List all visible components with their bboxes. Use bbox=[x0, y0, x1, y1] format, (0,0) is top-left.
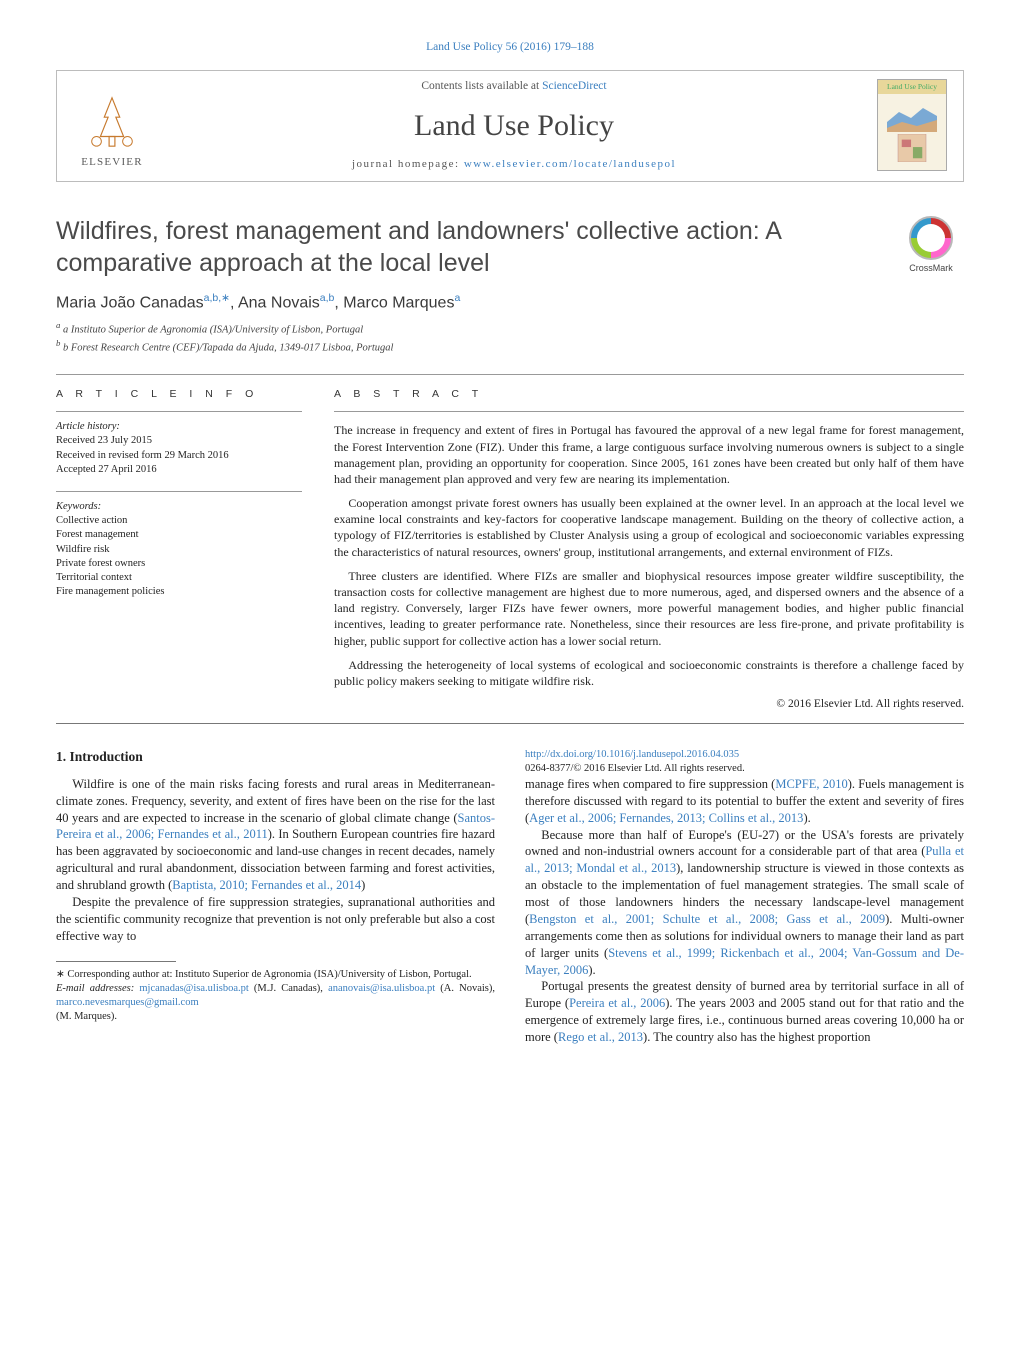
journal-ref-text: Land Use Policy 56 (2016) 179–188 bbox=[426, 41, 594, 53]
cite-9[interactable]: Rego et al., 2013 bbox=[558, 1030, 643, 1044]
section-number: 1. bbox=[56, 749, 66, 764]
email-2-who: (A. Novais), bbox=[440, 983, 495, 994]
elsevier-tree-icon bbox=[83, 93, 141, 151]
cite-4[interactable]: Ager et al., 2006; Fernandes, 2013; Coll… bbox=[529, 811, 803, 825]
info-rule-1 bbox=[56, 411, 302, 412]
section-title: Introduction bbox=[70, 749, 143, 764]
history-line-2: Received in revised form 29 March 2016 bbox=[56, 449, 302, 463]
authors-line: Maria João Canadasa,b,∗, Ana Novaisa,b, … bbox=[56, 291, 964, 314]
email-1[interactable]: mjcanadas@isa.ulisboa.pt bbox=[139, 983, 248, 994]
history-line-3: Accepted 27 April 2016 bbox=[56, 463, 302, 477]
article-info-col: A R T I C L E I N F O Article history: R… bbox=[56, 387, 302, 713]
keywords-block: Keywords: Collective action Forest manag… bbox=[56, 500, 302, 599]
abstract-heading: A B S T R A C T bbox=[334, 387, 964, 401]
keyword-5: Territorial context bbox=[56, 571, 302, 585]
sciencedirect-link[interactable]: ScienceDirect bbox=[542, 80, 607, 92]
elsevier-logo: ELSEVIER bbox=[73, 80, 151, 170]
page-root: Land Use Policy 56 (2016) 179–188 ELSEVI… bbox=[0, 0, 1020, 1076]
body-p4: Because more than half of Europe's (EU-2… bbox=[525, 827, 964, 979]
author-2-sup: a,b bbox=[320, 292, 335, 304]
footnotes: ∗ Corresponding author at: Instituto Sup… bbox=[56, 968, 495, 1025]
publisher-name: ELSEVIER bbox=[81, 155, 143, 170]
history-label: Article history: bbox=[56, 420, 302, 434]
journal-reference: Land Use Policy 56 (2016) 179–188 bbox=[56, 40, 964, 56]
author-1-sup: a,b,∗ bbox=[204, 292, 230, 304]
email-1-who: (M.J. Canadas), bbox=[254, 983, 323, 994]
homepage-prefix: journal homepage: bbox=[352, 158, 464, 170]
issn-line: 0264-8377/© 2016 Elsevier Ltd. All right… bbox=[525, 763, 745, 774]
doi-block: http://dx.doi.org/10.1016/j.landusepol.2… bbox=[525, 748, 964, 776]
affil-b-text: b Forest Research Centre (CEF)/Tapada da… bbox=[63, 343, 393, 354]
keyword-1: Collective action bbox=[56, 514, 302, 528]
email-last-who: (M. Marques). bbox=[56, 1010, 495, 1024]
keyword-2: Forest management bbox=[56, 528, 302, 542]
info-abstract-row: A R T I C L E I N F O Article history: R… bbox=[56, 387, 964, 713]
journal-cover-thumbnail: Land Use Policy bbox=[877, 79, 947, 171]
keywords-label: Keywords: bbox=[56, 500, 302, 514]
abstract-p1: The increase in frequency and extent of … bbox=[334, 422, 964, 487]
body-p3: manage fires when compared to fire suppr… bbox=[525, 776, 964, 827]
keyword-6: Fire management policies bbox=[56, 585, 302, 599]
cover-inset-icon bbox=[897, 134, 927, 162]
abstract-col: A B S T R A C T The increase in frequenc… bbox=[334, 387, 964, 713]
copyright-line: © 2016 Elsevier Ltd. All rights reserved… bbox=[334, 697, 964, 713]
contents-prefix: Contents lists available at bbox=[421, 80, 542, 92]
author-1: Maria João Canadas bbox=[56, 294, 204, 311]
homepage-link[interactable]: www.elsevier.com/locate/landusepol bbox=[464, 158, 676, 170]
footnote-rule bbox=[56, 961, 176, 962]
body-columns: 1. Introduction Wildfire is one of the m… bbox=[56, 748, 964, 1046]
email-addresses: E-mail addresses: mjcanadas@isa.ulisboa.… bbox=[56, 982, 495, 1010]
journal-header: ELSEVIER Contents lists available at Sci… bbox=[56, 70, 964, 183]
cite-3[interactable]: MCPFE, 2010 bbox=[775, 777, 847, 791]
cite-2[interactable]: Baptista, 2010; Fernandes et al., 2014 bbox=[172, 878, 361, 892]
cover-title: Land Use Policy bbox=[878, 80, 946, 94]
author-3-sup: a bbox=[454, 292, 460, 304]
homepage-line: journal homepage: www.elsevier.com/locat… bbox=[169, 157, 859, 172]
affiliations: a a Instituto Superior de Agronomia (ISA… bbox=[56, 320, 964, 356]
abstract-p4: Addressing the heterogeneity of local sy… bbox=[334, 657, 964, 689]
article-info-heading: A R T I C L E I N F O bbox=[56, 387, 302, 401]
rule-below-abstract bbox=[56, 723, 964, 724]
cite-6[interactable]: Bengston et al., 2001; Schulte et al., 2… bbox=[529, 912, 885, 926]
author-3: Marco Marques bbox=[343, 294, 454, 311]
crossmark-label: CrossMark bbox=[909, 263, 953, 273]
affil-a-text: a Instituto Superior de Agronomia (ISA)/… bbox=[63, 324, 363, 335]
abstract-rule bbox=[334, 411, 964, 412]
body-p2: Despite the prevalence of fire suppressi… bbox=[56, 894, 495, 945]
affil-a: a a Instituto Superior de Agronomia (ISA… bbox=[56, 320, 964, 338]
article-title: Wildfires, forest management and landown… bbox=[56, 216, 880, 279]
contents-line: Contents lists available at ScienceDirec… bbox=[169, 79, 859, 95]
email-2[interactable]: ananovais@isa.ulisboa.pt bbox=[328, 983, 435, 994]
abstract-p2: Cooperation amongst private forest owner… bbox=[334, 495, 964, 560]
article-heading-row: Wildfires, forest management and landown… bbox=[56, 216, 964, 279]
crossmark-badge[interactable]: CrossMark bbox=[898, 216, 964, 274]
section-1-heading: 1. Introduction bbox=[56, 748, 495, 766]
body-p5: Portugal presents the greatest density o… bbox=[525, 978, 964, 1046]
body-p1: Wildfire is one of the main risks facing… bbox=[56, 776, 495, 894]
crossmark-icon bbox=[909, 216, 953, 260]
cover-graphic-icon bbox=[887, 102, 937, 132]
history-block: Article history: Received 23 July 2015 R… bbox=[56, 420, 302, 477]
header-center: Contents lists available at ScienceDirec… bbox=[169, 79, 859, 172]
keyword-4: Private forest owners bbox=[56, 557, 302, 571]
email-label: E-mail addresses: bbox=[56, 983, 139, 994]
info-rule-2 bbox=[56, 491, 302, 492]
rule-above-info bbox=[56, 374, 964, 375]
email-3[interactable]: marco.nevesmarques@gmail.com bbox=[56, 997, 199, 1008]
doi-link[interactable]: http://dx.doi.org/10.1016/j.landusepol.2… bbox=[525, 749, 739, 760]
affil-b: b b Forest Research Centre (CEF)/Tapada … bbox=[56, 338, 964, 356]
corresponding-author: ∗ Corresponding author at: Instituto Sup… bbox=[56, 968, 495, 982]
abstract-p3: Three clusters are identified. Where FIZ… bbox=[334, 568, 964, 649]
history-line-1: Received 23 July 2015 bbox=[56, 434, 302, 448]
author-2: Ana Novais bbox=[238, 294, 320, 311]
keyword-3: Wildfire risk bbox=[56, 543, 302, 557]
cite-8[interactable]: Pereira et al., 2006 bbox=[569, 996, 665, 1010]
journal-title: Land Use Policy bbox=[169, 106, 859, 147]
